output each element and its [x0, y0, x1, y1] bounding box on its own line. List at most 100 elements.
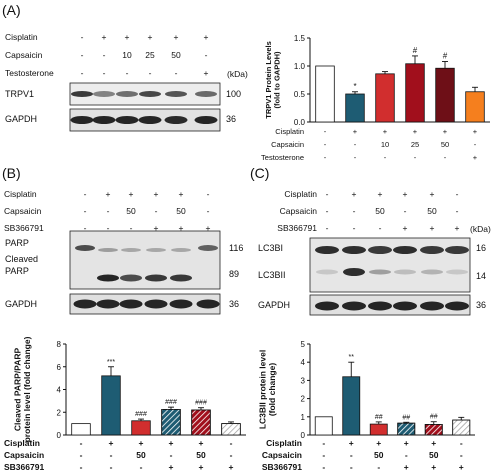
panel-a-chart-y-tick-label: 1.0 — [294, 62, 306, 71]
panel-c-lc3bii-band — [369, 269, 391, 275]
panel-b-kda-parp: 116 — [229, 243, 243, 253]
panel-c-chart-treat-cell: - — [350, 450, 353, 460]
panel-c-treat-cell-1-2: 50 — [375, 206, 385, 216]
panel-c-chart-treat-cell: + — [404, 438, 409, 448]
panel-b-treat-cell-0-2: + — [129, 189, 134, 199]
panel-c-chart-treat-cell: - — [405, 450, 408, 460]
panel-c-lc3bi-band — [368, 246, 392, 254]
panel-c-treat-cell-2-3: + — [403, 223, 408, 233]
panel-c-treat-cell-0-0: - — [326, 189, 329, 199]
panel-c-protein-lc3bii: LC3BII — [258, 270, 286, 280]
panel-a-chart-treat-cell: - — [324, 140, 327, 149]
panel-a-chart-treat-cell: 10 — [381, 140, 389, 149]
panel-c-gapdh-band — [315, 301, 339, 311]
panel-c-chart-treat-cell: + — [431, 462, 436, 472]
panel-b-treat-cell-1-3: - — [155, 206, 158, 216]
panel-b-treat-cell-0-5: - — [207, 189, 210, 199]
panel-a-treat-cell-1-5: - — [205, 50, 208, 60]
panel-a-trpv1-band — [195, 91, 217, 97]
panel-b-chart-treat-cell: + — [229, 462, 234, 472]
panel-a-protein-gapdh: GAPDH — [5, 114, 37, 124]
panel-c-gapdh-band — [445, 301, 469, 311]
panel-b-gapdh-band — [96, 299, 120, 309]
panel-c-lc3bi-band — [342, 246, 366, 254]
panel-a-gapdh-band — [115, 116, 139, 124]
panel-c-bar-chart: 0 1 2 3 4 5 LC3BII protein level(fold change) *… — [257, 340, 475, 472]
panel-b-cleaved-parp-band — [170, 274, 192, 282]
panel-c-treat-cell-2-2: - — [379, 223, 382, 233]
panel-c-kda-lc3bii: 14 — [476, 271, 486, 281]
panel-a-chart-bar — [315, 65, 335, 123]
panel-b-cleaved-parp-band — [120, 274, 142, 282]
panel-c-treat-cell-1-0: - — [326, 206, 329, 216]
panel-c-chart-treat-cell: + — [404, 462, 409, 472]
panel-c-treat-label-2: SB366791 — [277, 223, 317, 233]
panel-c-chart-treat-cell: + — [459, 462, 464, 472]
panel-a-chart-treat-cell: + — [443, 127, 448, 136]
panel-c-chart-y-tick-label: 5 — [301, 340, 306, 349]
panel-a-trpv1-band — [93, 91, 115, 97]
panel-a-kda-unit: (kDa) — [227, 69, 248, 79]
panel-a-trpv1-band — [165, 91, 187, 97]
panel-b-chart-treat-label: Cisplatin — [4, 438, 40, 448]
panel-c-chart-treat-cell: - — [460, 438, 463, 448]
panel-a-chart-bar — [465, 91, 485, 123]
panel-b-chart-significance: ### — [195, 400, 207, 407]
panel-c-chart-treat-label: SB366791 — [262, 462, 302, 472]
panel-b-chart-treat-cell: + — [199, 438, 204, 448]
panel-c-gapdh-band — [420, 301, 444, 311]
panel-b-protein-parp: PARP — [5, 238, 29, 248]
panel-c-chart-treat-cell: + — [431, 438, 436, 448]
panel-b-cleaved-parp-band — [145, 274, 167, 282]
panel-b-chart-treat-cell: + — [169, 462, 174, 472]
panel-a-chart-treat-cell: + — [353, 127, 358, 136]
panel-a-chart-treat-cell: 25 — [411, 140, 419, 149]
panel-c-protein-gapdh: GAPDH — [258, 300, 290, 310]
panel-b-parp-band — [171, 248, 191, 252]
panel-a-chart-y-tick-label: 0.5 — [294, 90, 306, 99]
panel-a-chart-y-tick-label: 0.0 — [294, 118, 306, 127]
panel-b-chart-treat-label: Capsaicin — [4, 450, 44, 460]
panel-c-chart-bar-hatch — [397, 422, 416, 436]
panel-b-treat-cell-2-3: + — [154, 223, 159, 233]
panel-c-chart-treat-cell: + — [349, 438, 354, 448]
panel-b-chart-treat-cell: + — [109, 438, 114, 448]
panel-a-chart-treat-cell: - — [474, 140, 477, 149]
panel-a-treat-label-0: Cisplatin — [5, 32, 38, 42]
panel-a-chart-treat-label: Testosterone — [261, 153, 304, 162]
panel-b-chart-treat-cell: + — [199, 462, 204, 472]
panel-c-kda-unit: (kDa) — [470, 224, 491, 234]
panel-b-gapdh-band — [196, 299, 220, 309]
panel-a-chart-treat-cell: - — [444, 153, 447, 162]
panel-a-treat-cell-0-2: + — [125, 32, 130, 42]
panel-b-gapdh-band — [119, 299, 143, 309]
panel-a-gapdh-bands — [70, 116, 218, 124]
panel-a-treat-label-1: Capsaicin — [5, 50, 43, 60]
panel-c-treat-cell-0-5: - — [456, 189, 459, 199]
panel-a-bar-chart: 0.0 0.5 1.0 1.5 TRPV1 Protein Levels(fold to… — [261, 34, 490, 162]
panel-a-trpv1-band — [116, 91, 138, 97]
panel-c-chart-treat-cell: 50 — [429, 450, 439, 460]
panel-a-chart-treat-cell: - — [324, 153, 327, 162]
panel-c-treat-label-0: Cisplatin — [284, 189, 317, 199]
panel-b-chart-treat-label: SB366791 — [4, 462, 44, 472]
panel-c-chart-significance: ** — [349, 354, 355, 361]
panel-c-chart-bar — [342, 376, 361, 436]
panel-b-chart-bar-hatch — [161, 409, 181, 436]
panel-a-treat-label-2: Testosterone — [5, 68, 54, 78]
panel-b-chart-bar — [101, 375, 121, 436]
panel-a-chart-bar — [405, 63, 425, 123]
panel-c-treat-cell-0-3: + — [403, 189, 408, 199]
panel-b-chart-treat-cell: - — [230, 438, 233, 448]
panel-c-chart-bar-hatch — [452, 419, 471, 436]
panel-b-blot-treatment-table: Cisplatin - + + + + - Capsaicin - - 50 - 50 - SB366791… — [4, 189, 211, 233]
panel-a-chart-treat-label: Cisplatin — [275, 127, 304, 136]
panel-b-treat-label-1: Capsaicin — [4, 206, 42, 216]
panel-b-treat-label-2: SB366791 — [4, 223, 44, 233]
panel-c-chart-bar — [369, 423, 388, 436]
panel-c-lc3bi-band — [315, 246, 339, 254]
panel-a-treat-cell-1-3: 25 — [145, 50, 155, 60]
panel-a-chart-y-label: TRPV1 Protein Levels(fold to GAPDH) — [264, 41, 282, 119]
